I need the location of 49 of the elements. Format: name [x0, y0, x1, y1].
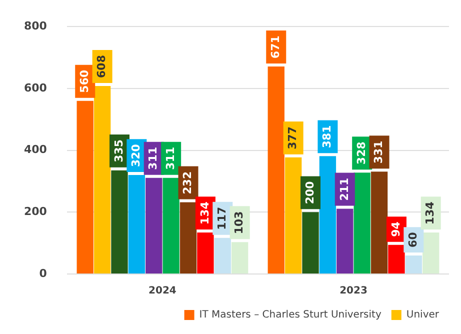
bar [354, 172, 370, 274]
data-label: 328 [354, 142, 368, 165]
data-label: 200 [303, 180, 316, 204]
x-tick-label: 2024 [148, 286, 176, 297]
bar [336, 208, 354, 274]
data-label: 335 [112, 139, 126, 162]
data-label: 671 [268, 36, 282, 58]
data-label: 608 [95, 55, 108, 78]
y-tick-label: 0 [39, 266, 48, 280]
bar [180, 202, 197, 274]
bar [284, 157, 302, 274]
bar [231, 242, 248, 274]
y-tick-label: 800 [24, 19, 48, 32]
bar [162, 178, 180, 274]
bar [111, 170, 128, 274]
data-label: 331 [372, 140, 386, 164]
data-label: 211 [338, 178, 351, 201]
data-label: 134 [198, 201, 212, 225]
data-label: 134 [424, 201, 437, 225]
data-label: 320 [130, 144, 143, 168]
data-label: 381 [320, 125, 334, 148]
bar [214, 238, 231, 274]
data-label: 311 [146, 146, 160, 170]
bar [94, 86, 111, 274]
bar [422, 232, 440, 274]
y-tick-label: 600 [24, 81, 48, 94]
bar [197, 232, 214, 274]
bar [302, 212, 319, 274]
bar [405, 255, 422, 274]
bar [388, 244, 405, 274]
bar [128, 175, 146, 274]
bar [319, 156, 336, 274]
legend-label: IT Masters – Charles Sturt University [199, 310, 382, 321]
legend-label: Univer [406, 310, 440, 321]
data-label: 94 [389, 221, 402, 237]
y-tick-label: 200 [24, 205, 48, 218]
x-tick-label: 2023 [340, 286, 368, 297]
data-label: 60 [406, 232, 420, 248]
y-tick-label: 400 [24, 143, 48, 156]
data-label: 311 [164, 146, 177, 170]
data-label: 103 [232, 211, 246, 234]
data-label: 377 [286, 126, 300, 150]
bar [370, 172, 388, 274]
data-label: 232 [181, 171, 194, 194]
bar [146, 178, 162, 274]
bar [268, 66, 284, 274]
data-label: 117 [216, 206, 228, 230]
data-label: 560 [78, 70, 91, 93]
bar [76, 100, 94, 274]
